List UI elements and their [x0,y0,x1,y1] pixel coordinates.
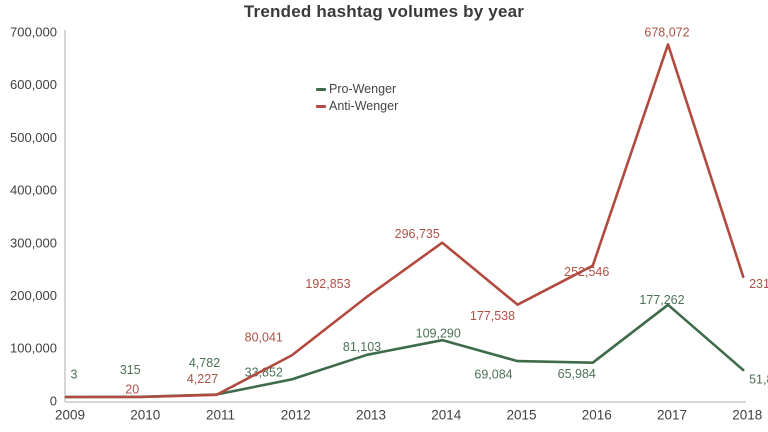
x-tick-label: 2012 [281,408,311,423]
legend-swatch-pro-wenger-icon [316,87,326,91]
data-label-anti-wenger: 4,227 [187,372,218,386]
x-tick-label: 2015 [506,408,536,423]
series-line-pro-wenger [64,303,745,399]
data-label-pro-wenger: 4,782 [189,356,220,370]
legend-swatch-anti-wenger-icon [316,104,326,108]
x-tick-label: 2016 [582,408,612,423]
legend: Pro-Wenger Anti-Wenger [316,82,398,113]
legend-item-pro-wenger: Pro-Wenger [316,82,398,96]
chart-title: Trended hashtag volumes by year [243,2,525,21]
legend-label-pro-wenger: Pro-Wenger [329,82,397,96]
x-tick-label: 2011 [206,408,235,423]
x-tick-label: 2010 [130,408,160,423]
data-label-pro-wenger: 177,262 [639,293,684,307]
data-label-pro-wenger: 81,103 [343,340,381,354]
y-tick-label: 600,000 [10,77,57,92]
data-label-pro-wenger: 315 [120,363,141,377]
x-tick-label: 2018 [732,408,762,423]
x-tick-label: 2009 [55,408,85,423]
data-label-pro-wenger: 51,8 [749,372,768,386]
legend-item-anti-wenger: Anti-Wenger [316,99,398,113]
y-tick-label: 300,000 [10,235,57,250]
data-label-pro-wenger: 109,290 [416,326,461,340]
y-tick-label: 700,000 [10,24,57,39]
y-tick-label: 500,000 [10,130,57,145]
data-label-anti-wenger: 296,735 [395,227,440,241]
data-label-anti-wenger: 192,853 [305,277,350,291]
data-label-anti-wenger: 177,538 [470,309,515,323]
data-label-anti-wenger: 231, [749,277,768,291]
data-label-anti-wenger: 252,546 [564,265,609,279]
series-line-anti-wenger [64,43,745,399]
y-tick-label: 0 [50,393,57,408]
y-tick-label: 100,000 [10,341,57,356]
data-label-pro-wenger: 69,084 [474,367,512,381]
y-tick-label: 200,000 [10,288,57,303]
data-label-anti-wenger: 678,072 [644,26,689,40]
data-label-pro-wenger: 65,984 [558,367,596,381]
y-tick-label: 400,000 [10,183,57,198]
x-tick-label: 2014 [431,408,462,423]
data-label-anti-wenger: 20 [125,382,139,396]
x-tick-label: 2017 [657,408,687,423]
data-label-pro-wenger: 3 [71,367,78,381]
data-label-anti-wenger: 80,041 [245,331,283,345]
x-tick-label: 2013 [356,408,386,423]
legend-label-anti-wenger: Anti-Wenger [329,99,399,113]
